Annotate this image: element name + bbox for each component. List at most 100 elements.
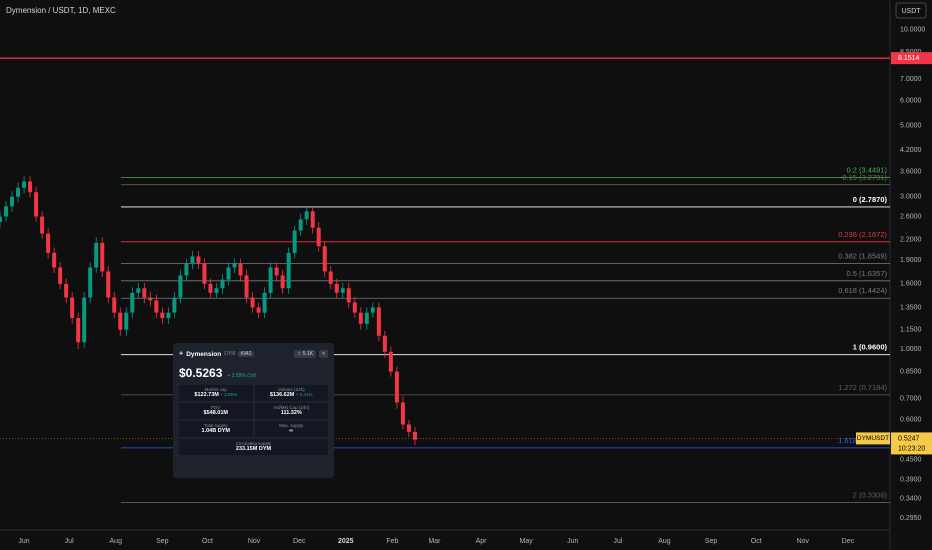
y-tick-label: 0.3900 [900, 476, 922, 483]
coin-rank: #342 [238, 351, 254, 357]
candle-body [334, 283, 339, 293]
stat-value: $122.73M + 2.55% [179, 392, 253, 398]
candle-body [322, 246, 327, 272]
x-tick-label: Dec [842, 538, 855, 545]
alert-price-label: 8.1514 [898, 55, 920, 62]
candle-body [340, 288, 345, 293]
y-tick-label: 0.6000 [900, 417, 922, 424]
card-header: ✚ Dymension DYM #342 ☆ 5.1K < [179, 348, 328, 360]
candle-body [136, 288, 141, 293]
currency-button[interactable] [895, 2, 927, 19]
fib-label: -0.15 (3.2701) [840, 173, 888, 182]
y-tick-label: 7.0000 [900, 76, 922, 83]
fib-label: 0.5 (1.6357) [847, 269, 888, 278]
candle-body [52, 252, 57, 268]
star-button[interactable]: ☆ 5.1K [293, 350, 317, 358]
candle-body [100, 242, 105, 272]
candle-body [208, 283, 213, 293]
stat-value: $136.62M + 2.41% [255, 392, 329, 398]
stat-label: Market cap [204, 387, 227, 392]
coin-name: Dymension [186, 350, 222, 358]
share-button[interactable]: < [319, 350, 328, 358]
candle-body [70, 297, 75, 319]
y-tick-label: 6.0000 [900, 97, 922, 104]
candle-body [328, 271, 333, 284]
candle-body [394, 371, 399, 403]
last-price-label: 0.5247 [898, 435, 920, 442]
stat-cell: Volume (24h) $136.62M + 2.41% [254, 385, 329, 401]
candle-body [142, 288, 147, 298]
candle-body [28, 181, 33, 193]
candle-body [226, 267, 231, 280]
candle-body [364, 312, 369, 324]
y-tick-label: 1.6000 [900, 281, 922, 288]
y-tick-label: 2.2000 [900, 237, 922, 244]
x-tick-label: Jul [613, 538, 622, 545]
candle-body [16, 187, 21, 197]
candle-body [376, 307, 381, 336]
x-tick-label: Mar [428, 538, 441, 545]
candle-body [358, 312, 363, 324]
candle-body [280, 275, 285, 289]
candle-body [250, 297, 255, 308]
candle-body [400, 402, 405, 425]
currency-button-label[interactable]: USDT [901, 8, 921, 15]
stat-number: 233.15M DYM [235, 446, 272, 452]
fib-label: 0.382 (1.8549) [838, 251, 887, 260]
candle-body [124, 312, 129, 330]
candle-body [178, 275, 183, 298]
candle-body [4, 206, 9, 217]
candle-body [40, 216, 45, 234]
candle-body [310, 211, 315, 228]
y-tick-label: 3.6000 [900, 168, 922, 175]
coin-ticker: DYM [224, 351, 236, 357]
candle-body [370, 307, 375, 313]
chart-title: Dymension / USDT, 1D, MEXC [6, 6, 116, 15]
stat-number: 1.04B DYM [201, 428, 230, 434]
x-tick-label: Oct [202, 538, 213, 545]
candle-body [172, 297, 177, 313]
fib-label: 0.236 (2.1672) [838, 230, 887, 239]
candle-body [256, 307, 261, 313]
stat-cell: Market cap $122.73M + 2.55% [179, 385, 253, 401]
stat-cell: FDV $548.01M [179, 403, 253, 419]
stat-change: + 2.41% [295, 392, 313, 397]
candle-body [130, 292, 135, 313]
stat-number: $548.01M [203, 410, 228, 416]
y-tick-label: 10.0000 [900, 27, 925, 34]
y-tick-label: 0.3400 [900, 495, 922, 502]
candle-body [286, 252, 291, 289]
candle-body [34, 192, 39, 217]
candle-body [346, 288, 351, 303]
x-tick-label: Oct [751, 538, 762, 545]
candle-body [58, 267, 63, 284]
y-tick-label: 3.0000 [900, 194, 922, 201]
stat-label: Circulating supply [235, 441, 272, 446]
y-tick-label: 1.3500 [900, 304, 922, 311]
candle-body [244, 275, 249, 298]
candle-body [160, 312, 165, 319]
candle-body [304, 211, 309, 220]
coin-card: ✚ Dymension DYM #342 ☆ 5.1K < $0.5263 + 2… [173, 343, 334, 478]
candle-body [46, 233, 51, 253]
candle-body [0, 216, 2, 222]
y-tick-label: 1.0000 [900, 346, 922, 353]
stat-number: 111.32% [280, 410, 302, 416]
symbol-box [856, 432, 890, 445]
fib-label: 0 (2.7870) [853, 195, 888, 204]
stat-number: ∞ [289, 428, 294, 434]
x-tick-label: May [520, 538, 534, 545]
candle-body [166, 312, 171, 319]
stats-grid: Market cap $122.73M + 2.55% Volume (24h) $1… [179, 385, 328, 455]
candle-body [316, 227, 321, 247]
candle-body [268, 267, 273, 293]
candle-body [388, 351, 393, 372]
stat-number: $136.62M [269, 392, 295, 398]
stat-value: 1.04B DYM [179, 428, 253, 434]
y-tick-label: 1.9000 [900, 257, 922, 264]
stat-cell: Max. supply ∞ [254, 421, 328, 437]
candle-body [262, 292, 267, 313]
